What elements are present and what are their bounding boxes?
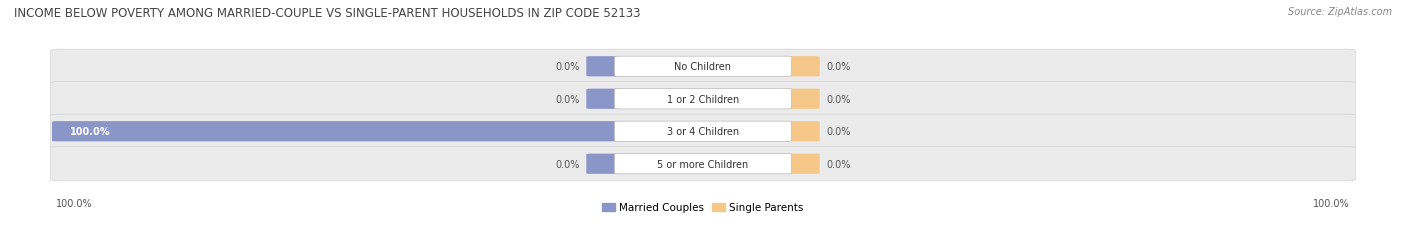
FancyBboxPatch shape: [783, 154, 820, 174]
Text: 0.0%: 0.0%: [827, 62, 851, 72]
FancyBboxPatch shape: [783, 57, 820, 77]
Text: 3 or 4 Children: 3 or 4 Children: [666, 127, 740, 137]
FancyBboxPatch shape: [586, 57, 623, 77]
Text: 100.0%: 100.0%: [56, 198, 93, 208]
Text: Source: ZipAtlas.com: Source: ZipAtlas.com: [1288, 7, 1392, 17]
FancyBboxPatch shape: [51, 147, 1355, 181]
Text: 100.0%: 100.0%: [70, 127, 111, 137]
FancyBboxPatch shape: [586, 154, 623, 174]
FancyBboxPatch shape: [614, 89, 792, 109]
Text: INCOME BELOW POVERTY AMONG MARRIED-COUPLE VS SINGLE-PARENT HOUSEHOLDS IN ZIP COD: INCOME BELOW POVERTY AMONG MARRIED-COUPL…: [14, 7, 641, 20]
FancyBboxPatch shape: [51, 50, 1355, 84]
Text: 0.0%: 0.0%: [555, 62, 579, 72]
Text: 5 or more Children: 5 or more Children: [658, 159, 748, 169]
Text: 0.0%: 0.0%: [827, 159, 851, 169]
FancyBboxPatch shape: [586, 89, 623, 109]
Text: 0.0%: 0.0%: [555, 94, 579, 104]
Text: 1 or 2 Children: 1 or 2 Children: [666, 94, 740, 104]
Text: 0.0%: 0.0%: [555, 159, 579, 169]
FancyBboxPatch shape: [51, 82, 1355, 116]
Legend: Married Couples, Single Parents: Married Couples, Single Parents: [599, 198, 807, 217]
FancyBboxPatch shape: [783, 89, 820, 109]
FancyBboxPatch shape: [51, 115, 1355, 149]
FancyBboxPatch shape: [52, 122, 623, 142]
FancyBboxPatch shape: [783, 122, 820, 142]
FancyBboxPatch shape: [614, 57, 792, 77]
Text: 0.0%: 0.0%: [827, 94, 851, 104]
Text: 100.0%: 100.0%: [1313, 198, 1350, 208]
FancyBboxPatch shape: [614, 122, 792, 142]
Text: No Children: No Children: [675, 62, 731, 72]
Text: 0.0%: 0.0%: [827, 127, 851, 137]
FancyBboxPatch shape: [614, 154, 792, 174]
